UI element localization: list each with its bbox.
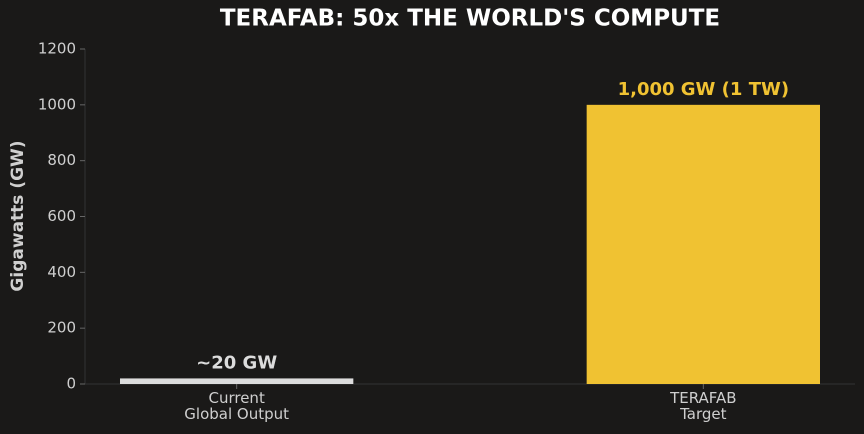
value-label: 1,000 GW (1 TW)	[618, 79, 789, 100]
y-tick-label: 600	[47, 207, 76, 225]
x-tick-label: TERAFAB Target	[670, 390, 737, 423]
y-axis-label: Gigawatts (GW)	[8, 140, 28, 291]
bar	[586, 104, 820, 384]
y-tick-label: 1200	[38, 40, 76, 58]
x-tick-label-box: Current Global Output	[184, 390, 290, 423]
value-label: ~20 GW	[196, 352, 277, 373]
y-tick-label: 400	[47, 263, 76, 281]
y-tick-label: 200	[47, 319, 76, 337]
chart-title: TERAFAB: 50x THE WORLD'S COMPUTE	[220, 6, 720, 32]
y-tick-label: 0	[66, 375, 76, 393]
x-tick-label-box: TERAFAB Target	[670, 390, 737, 423]
x-tick-label: Current Global Output	[184, 390, 290, 423]
y-tick-label: 1000	[38, 95, 76, 113]
bar	[120, 378, 354, 384]
y-tick-label: 800	[47, 151, 76, 169]
